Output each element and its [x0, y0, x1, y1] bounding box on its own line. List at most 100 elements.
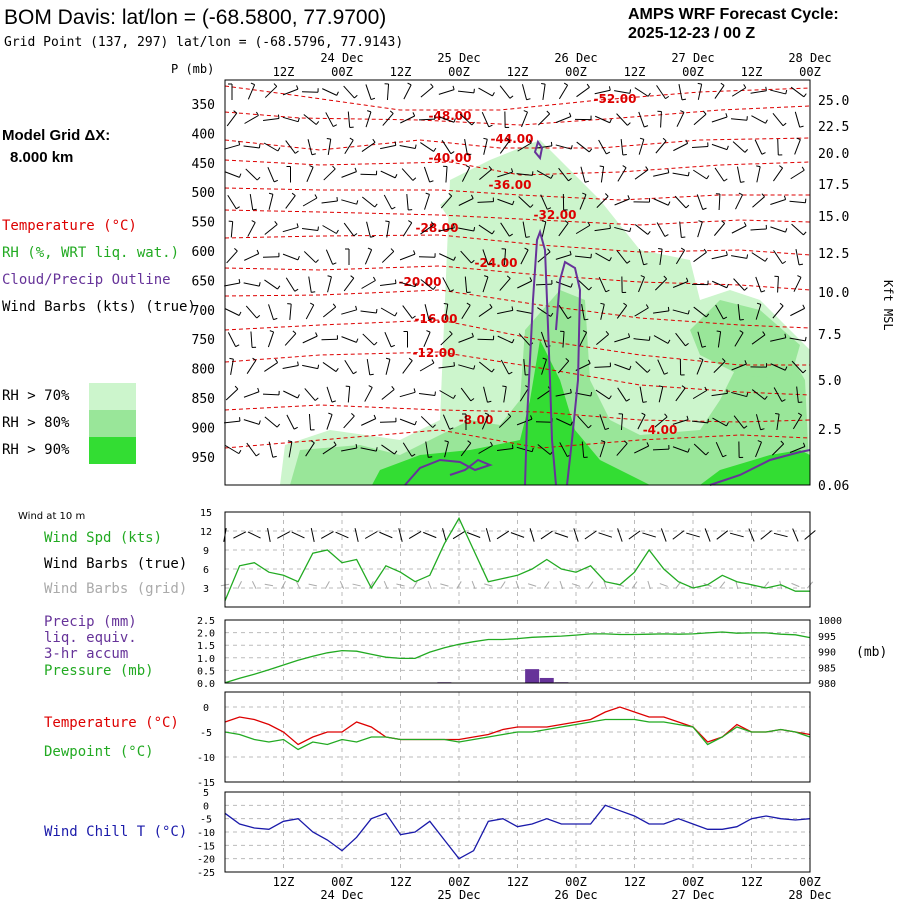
forecast-cycle-value: 2025-12-23 / 00 Z [628, 25, 755, 42]
wind-barb [243, 419, 260, 425]
wind-barb [423, 331, 431, 348]
wind-barb [673, 142, 688, 152]
pressure-tick-label: 500 [192, 186, 215, 201]
wind-barb [654, 416, 668, 428]
wind-barb-flag [726, 422, 729, 427]
wind-barb [792, 414, 803, 430]
wind-barb [633, 338, 650, 341]
wind-barb [321, 200, 338, 204]
wind-panel: Wind at 10 m Wind Spd (kts) Wind Barbs (… [18, 508, 816, 608]
wind-barb-flag [744, 149, 748, 153]
wind-barb [230, 221, 234, 238]
wind-barb [304, 388, 316, 401]
wind-barb-flag [667, 339, 671, 344]
wind-barb [634, 224, 649, 235]
wind-barb-flag [528, 139, 532, 144]
wind-barb [790, 169, 805, 180]
wind-barb [616, 443, 628, 456]
wind-barb [516, 446, 533, 453]
wind-barb [576, 278, 590, 291]
wind-barb [498, 416, 512, 428]
top-time-label: 12Z [390, 65, 412, 79]
wind-barb [614, 90, 630, 94]
top-time-label: 12Z [741, 65, 763, 79]
wind-barbs-grid-label: Wind Barbs (grid) [44, 581, 187, 597]
wind-barb [497, 335, 513, 344]
surface-wind-barb-grid [295, 580, 301, 590]
wind-barb-flag [471, 332, 474, 337]
surface-wind-barb-grid [456, 581, 462, 589]
wind-barb [791, 223, 804, 236]
wind-barb-flag [765, 119, 768, 124]
wind-barb-flag [413, 250, 416, 255]
wind-barb [326, 414, 333, 430]
wind-barb-flag [311, 291, 316, 293]
wind-barb [262, 256, 280, 258]
wind-barb [652, 448, 670, 451]
wind-barb-flag [762, 331, 766, 336]
bottom-time-label: 12Z [507, 875, 529, 889]
wind-barb [301, 91, 319, 93]
wind-barb [381, 251, 395, 263]
wind-barb-flag [541, 83, 546, 85]
wind-barb-flag [640, 275, 645, 278]
wind-barb-flag [667, 168, 670, 173]
wind-barb-flag [647, 92, 651, 97]
pressure-tick-label: 800 [192, 363, 215, 378]
temperature-contour [224, 137, 811, 151]
wind-barb-flag [785, 89, 788, 95]
wind-barb-flag [350, 275, 355, 279]
surface-wind-barb-grid [383, 580, 388, 590]
wind-barb-flag [744, 360, 747, 365]
wind-barb-flag [563, 82, 568, 86]
wind-barb [692, 389, 708, 400]
legend-rh: RH (%, WRT liq. wat.) [2, 245, 179, 261]
precip-bar [539, 677, 554, 683]
wind-barb-flag [385, 220, 390, 223]
wind-barb-flag [428, 318, 433, 321]
pressure-tick-label: 600 [192, 245, 215, 260]
height-tick-label: 20.0 [818, 147, 849, 162]
wind-barb [366, 359, 371, 375]
wind-barb-flag [372, 138, 376, 143]
wind-barb-flag [391, 206, 396, 210]
wind-barb-flag [627, 122, 631, 126]
wind-barb-flag [488, 124, 493, 128]
wind-barb [423, 166, 431, 183]
wind-barb [517, 142, 532, 152]
wind-barb-flag [570, 283, 573, 288]
wind-barb [341, 336, 357, 343]
surface-wind-barb-grid [412, 581, 418, 589]
wind-barb-flag [687, 448, 690, 453]
wind-barb-flag [524, 247, 529, 251]
wind-barb [517, 280, 532, 289]
height-ticks: 25.0 22.5 20.0 17.5 15.0 12.5 10.0 7.5 5.0 2.5 0.0… [818, 94, 849, 494]
wind-barb [580, 166, 586, 183]
wind-barb [595, 389, 610, 400]
surface-wind-barb [364, 531, 378, 539]
wind-barb [691, 420, 709, 424]
wind-barb-flag [256, 315, 261, 319]
cloud-precip-outline-small [533, 139, 544, 161]
wind-barb [715, 441, 724, 458]
wind-barb [653, 198, 669, 206]
wind-barb-flag [761, 193, 765, 198]
wind-barb [691, 145, 709, 149]
surface-wind-barb [529, 528, 535, 542]
wind-barb-flag [627, 195, 630, 200]
wind-barb-flag [782, 260, 787, 265]
wind-barb [440, 333, 453, 346]
wind-barb [250, 331, 253, 348]
wind-barb-flag [326, 137, 331, 140]
wind-barb-flag [394, 141, 397, 146]
surface-wind-barb-grid [559, 580, 564, 590]
surface-wind-barb-grid [368, 581, 374, 589]
wind-barb-flag [444, 440, 449, 443]
wind-barb [634, 307, 649, 317]
wind-barb-flag [273, 317, 278, 321]
wind-barb-flag [332, 165, 336, 170]
wind-barb [656, 85, 666, 99]
wind-barb-flag [373, 341, 378, 346]
temperature-contour-label: -48.00 [429, 109, 472, 123]
wind-barb [737, 303, 741, 321]
